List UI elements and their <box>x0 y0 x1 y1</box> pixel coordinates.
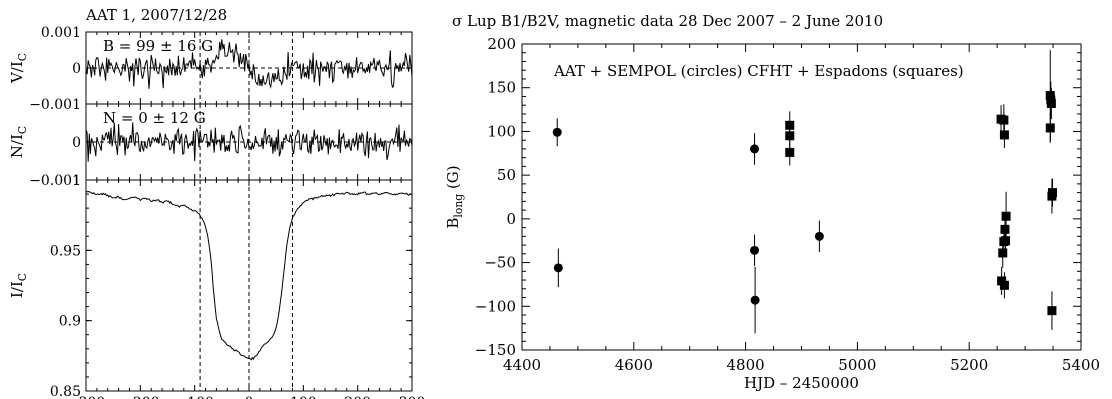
x-tick-label-scatter: 5200 <box>950 356 988 374</box>
scatter-x-axis-label: HJD – 2450000 <box>744 374 859 392</box>
data-point-square <box>1000 224 1010 234</box>
data-point-square <box>998 248 1008 258</box>
panel-annotation-V: B = 99 ± 16 G <box>103 37 213 55</box>
scatter-y-axis-label-main: B <box>444 218 462 229</box>
data-point-circle <box>553 263 563 273</box>
x-tick-label: 100 <box>290 395 317 399</box>
y-axis-label-V: V/IC <box>8 53 29 84</box>
data-point-square <box>1047 306 1057 316</box>
y-tick-label-V: 0 <box>72 61 81 77</box>
y-axis-label-V-main: V/I <box>8 61 26 84</box>
y-tick-label-I: 0.9 <box>59 314 81 330</box>
scatter-y-axis-label-unit: (G) <box>444 165 462 193</box>
x-tick-label-scatter: 4800 <box>727 356 765 374</box>
y-tick-label-V: −0.001 <box>29 97 81 113</box>
data-point-circle <box>750 144 760 154</box>
data-point-square <box>1001 211 1011 221</box>
data-point-square <box>999 130 1009 140</box>
profile-curve-V <box>85 39 413 89</box>
y-axis-label-N: N/IC <box>8 126 29 158</box>
x-tick-label-scatter: 5000 <box>838 356 876 374</box>
data-point-circle <box>750 245 760 255</box>
y-tick-label-I: 0.85 <box>50 384 81 399</box>
data-point-square <box>999 115 1009 125</box>
y-tick-label-scatter: 150 <box>487 79 516 97</box>
y-tick-label-V: 0.001 <box>41 25 81 41</box>
x-tick-label-scatter: 4600 <box>615 356 653 374</box>
x-tick-label-scatter: 5400 <box>1062 356 1100 374</box>
y-axis-label-V-sub: C <box>16 53 29 61</box>
profile-curve-N <box>85 122 413 162</box>
data-point-circle <box>814 231 824 241</box>
data-point-square <box>1046 98 1056 108</box>
y-axis-label-I-sub: C <box>16 273 29 281</box>
profile-curve-I <box>85 190 413 361</box>
y-tick-label-scatter: −100 <box>475 297 516 315</box>
data-point-square <box>785 147 795 157</box>
scatter-title: σ Lup B1/B2V, magnetic data 28 Dec 2007 … <box>452 12 883 30</box>
x-tick-label: −100 <box>175 395 213 399</box>
y-tick-label-scatter: 50 <box>497 166 516 184</box>
data-point-square <box>1047 188 1057 198</box>
x-tick-label: 200 <box>344 395 371 399</box>
scatter-frame <box>521 43 1082 351</box>
data-point-square <box>785 131 795 141</box>
y-tick-label-I: 1 <box>72 173 81 189</box>
scatter-y-axis-label: Blong (G) <box>444 165 465 228</box>
scatter-annotation: AAT + SEMPOL (circles) CFHT + Espadons (… <box>553 62 964 80</box>
y-tick-label-scatter: 100 <box>487 122 516 140</box>
data-point-square <box>1045 123 1055 133</box>
y-tick-label-scatter: −150 <box>475 341 516 359</box>
x-tick-label: 300 <box>399 395 426 399</box>
y-axis-label-I: I/IC <box>8 273 29 298</box>
y-tick-label-N: −0.001 <box>29 173 81 189</box>
x-tick-label: 0 <box>245 395 254 399</box>
y-axis-label-I-main: I/I <box>8 281 26 298</box>
y-tick-label-scatter: 200 <box>487 35 516 53</box>
y-tick-label-scatter: 0 <box>506 210 516 228</box>
data-point-square <box>999 280 1009 290</box>
panel-annotation-N: N = 0 ± 12 G <box>103 109 206 127</box>
y-axis-label-N-main: N/I <box>8 134 26 158</box>
data-point-circle <box>552 127 562 137</box>
y-tick-label-I: 0.95 <box>50 243 81 259</box>
data-point-circle <box>750 295 760 305</box>
x-tick-label: −200 <box>121 395 159 399</box>
y-tick-label-scatter: −50 <box>484 254 516 272</box>
scatter-y-axis-label-sub: long <box>452 194 465 218</box>
y-tick-label-N: 0 <box>72 135 81 151</box>
data-point-square <box>1001 236 1011 246</box>
x-tick-label-scatter: 4400 <box>503 356 541 374</box>
x-tick-label: −300 <box>67 395 105 399</box>
left-chart-title: AAT 1, 2007/12/28 <box>85 6 227 24</box>
y-axis-label-N-sub: C <box>16 126 29 134</box>
